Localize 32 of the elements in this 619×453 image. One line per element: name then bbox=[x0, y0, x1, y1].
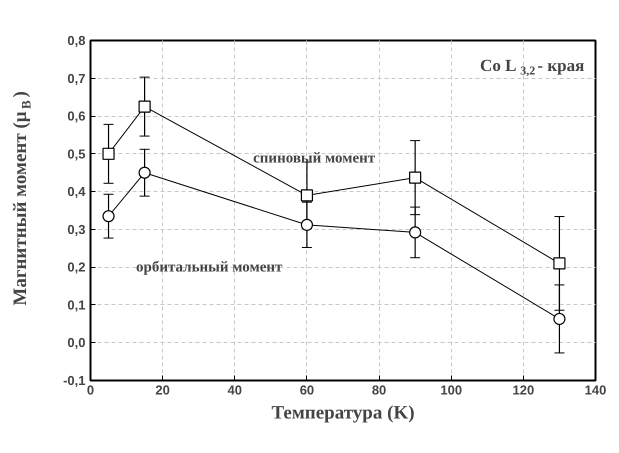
y-tick-label: 0,8 bbox=[67, 33, 86, 48]
x-tick-label: 140 bbox=[584, 382, 606, 398]
point bbox=[409, 226, 422, 238]
y-tick-label: -0,1 bbox=[63, 373, 86, 388]
y-tick-label: 0,0 bbox=[67, 335, 86, 350]
x-tick-label: 100 bbox=[440, 382, 462, 398]
y-tick-label: 0,4 bbox=[67, 184, 86, 200]
y-tick-label: 0,5 bbox=[67, 146, 86, 162]
y-tick-label: 0,2 bbox=[67, 260, 86, 275]
point bbox=[553, 312, 566, 326]
point bbox=[553, 257, 566, 270]
y-tick-label: 0,1 bbox=[67, 297, 86, 312]
point bbox=[138, 100, 151, 113]
y-axis-title: Магнитный момент (μB) bbox=[10, 91, 34, 306]
point bbox=[409, 172, 422, 184]
annotation: спиновый момент bbox=[253, 150, 376, 166]
y-tick-label: 0,7 bbox=[67, 70, 86, 86]
x-tick-label: 40 bbox=[228, 382, 242, 398]
x-tick-label: 20 bbox=[155, 382, 170, 398]
y-tick-label: 0,6 bbox=[67, 108, 86, 124]
x-axis-title: Температура (K) bbox=[271, 402, 415, 424]
x-tick-label: 120 bbox=[512, 382, 534, 398]
x-tick-label: 0 bbox=[86, 382, 94, 398]
x-tick-label: 60 bbox=[300, 382, 314, 398]
annotation: орбитальный момент bbox=[136, 260, 283, 276]
point bbox=[300, 189, 314, 202]
y-tick-label: 0,3 bbox=[67, 222, 86, 237]
point bbox=[102, 148, 115, 160]
x-tick-label: 80 bbox=[372, 382, 386, 398]
point bbox=[102, 210, 115, 222]
point bbox=[138, 166, 151, 179]
point bbox=[300, 218, 314, 231]
